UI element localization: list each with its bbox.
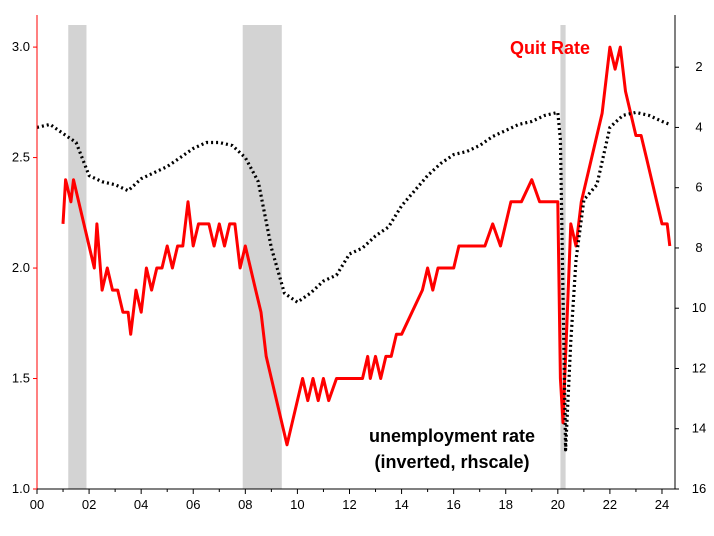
x-tick-label: 02	[82, 497, 96, 512]
y-right-tick-label: 12	[692, 360, 706, 375]
x-tick-label: 00	[30, 497, 44, 512]
x-tick-label: 22	[603, 497, 617, 512]
recession-bands	[68, 25, 566, 489]
x-tick-label: 10	[290, 497, 304, 512]
axes	[33, 15, 679, 494]
y-right-tick-label: 14	[692, 421, 706, 436]
y-left-tick-label: 2.5	[12, 150, 30, 165]
y-left-tick-label: 3.0	[12, 39, 30, 54]
y-right-tick-label: 4	[695, 119, 702, 134]
recession-band	[68, 25, 87, 489]
y-right-tick-label: 6	[695, 180, 702, 195]
y-right-tick-label: 16	[692, 481, 706, 496]
x-tick-label: 06	[186, 497, 200, 512]
x-tick-label: 16	[446, 497, 460, 512]
x-tick-label: 14	[394, 497, 408, 512]
unemployment-rate-sublabel: (inverted, rhscale)	[374, 452, 529, 472]
y-left-tick-label: 1.5	[12, 371, 30, 386]
x-tick-label: 20	[551, 497, 565, 512]
x-tick-label: 12	[342, 497, 356, 512]
y-right-tick-label: 10	[692, 300, 706, 315]
x-tick-label: 04	[134, 497, 148, 512]
y-left-tick-label: 2.0	[12, 260, 30, 275]
y-left-tick-label: 1.0	[12, 481, 30, 496]
x-tick-label: 08	[238, 497, 252, 512]
tick-labels: 00 02 04 06 08 10 12 14 16 18 20 22 241.01.52.02.53.…	[12, 39, 706, 512]
quit-rate-label: Quit Rate	[510, 38, 590, 58]
x-tick-label: 24	[655, 497, 669, 512]
unemployment-rate-line	[36, 110, 671, 452]
annotations: Quit Rate unemployment rate (inverted, rhs…	[369, 38, 590, 472]
x-tick-label: 18	[499, 497, 513, 512]
quit-rate-line	[61, 45, 672, 447]
y-right-tick-label: 8	[695, 240, 702, 255]
recession-band	[560, 25, 566, 489]
unemployment-rate-label: unemployment rate	[369, 426, 535, 446]
series-lines	[36, 45, 672, 452]
y-right-tick-label: 2	[695, 59, 702, 74]
